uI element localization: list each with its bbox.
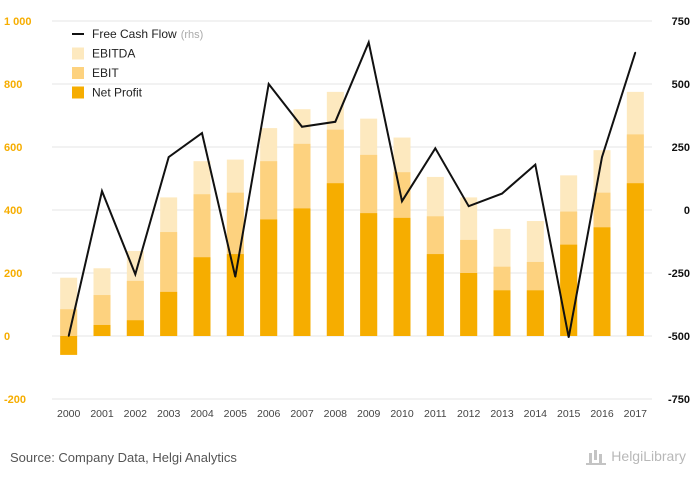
bar-net-profit [60,336,78,355]
legend-swatch-ebit [72,67,84,79]
x-tick-label: 2010 [390,408,414,420]
x-tick-label: 2001 [90,408,114,420]
x-tick-label: 2002 [124,408,148,420]
bar-net-profit [426,254,444,336]
left-tick-label: 1 000 [4,16,32,28]
bar-net-profit [193,257,211,336]
legend-label-ebit: EBIT [92,66,119,80]
bar-net-profit [560,244,578,336]
bar-net-profit [326,183,344,336]
bar-net-profit [93,324,111,336]
legend-swatch-net-profit [72,86,84,99]
bar-net-profit [460,273,478,336]
free-cash-flow-point [167,156,170,158]
x-tick-label: 2011 [424,408,447,420]
library-icon [586,447,607,465]
free-cash-flow-point [467,205,470,208]
left-tick-label: 600 [4,142,22,154]
left-tick-label: 400 [4,205,22,217]
bar-net-profit [293,208,311,336]
right-tick-label: 500 [672,79,690,91]
bar-net-profit [493,290,511,336]
bar-net-profit [226,254,244,336]
legend-label-free-cash-flow: Free Cash Flow [92,27,177,41]
legend-suffix-rhs: (rhs) [181,29,204,41]
x-tick-label: 2014 [524,408,548,420]
x-tick-label: 2009 [357,408,381,420]
bar-net-profit [393,217,411,336]
left-axis: -200 0 200 400 600 800 1 000 [4,16,32,406]
source-note: Source: Company Data, Helgi Analytics [10,450,237,465]
combo-chart: -200 0 200 400 600 800 1 000 -750 -500 -250 0 250 5… [4,16,690,420]
bar-series [60,91,644,355]
free-cash-flow-point [201,132,203,134]
free-cash-flow-point [634,51,637,54]
left-tick-label: 200 [4,268,22,280]
legend-label-net-profit: Net Profit [92,86,143,100]
legend: Free Cash Flow (rhs) EBITDA EBIT Net Profit [72,27,203,100]
right-tick-label: -250 [668,268,690,280]
right-axis: -750 -500 -250 0 250 500 750 [668,16,690,406]
free-cash-flow-point [367,41,370,44]
free-cash-flow-point [134,273,137,276]
x-tick-label: 2005 [224,408,248,420]
legend-swatch-ebitda [72,47,84,60]
free-cash-flow-point [334,121,337,123]
x-tick-label: 2017 [624,408,648,420]
free-cash-flow-point [567,336,570,339]
left-tick-label: 0 [4,331,10,343]
free-cash-flow-point [67,335,70,337]
free-cash-flow-point [301,126,303,128]
bar-net-profit [160,291,178,336]
bar-net-profit [593,227,611,336]
left-tick-label: -200 [4,394,26,406]
bar-net-profit [526,290,544,336]
right-tick-label: 0 [684,205,690,217]
right-tick-label: 750 [672,16,690,28]
free-cash-flow-point [434,147,437,150]
x-tick-label: 2007 [290,408,314,420]
free-cash-flow-point [501,192,503,195]
line-series [67,39,637,339]
free-cash-flow-point [601,156,603,158]
right-tick-label: -500 [668,331,690,343]
right-tick-label: 250 [672,142,690,154]
free-cash-flow-point [534,163,537,166]
x-tick-label: 2004 [190,408,214,420]
helgi-library-logo: HelgiLibrary [586,447,686,465]
free-cash-flow-point [101,190,103,192]
free-cash-flow-point [267,83,270,85]
free-cash-flow-line [67,39,637,338]
legend-label-ebitda: EBITDA [92,47,135,61]
x-tick-label: 2012 [457,408,481,420]
left-tick-label: 800 [4,79,22,91]
free-cash-flow-point [401,200,403,202]
x-tick-label: 2016 [590,408,614,420]
x-tick-label: 2000 [57,408,81,420]
bar-net-profit [626,183,644,336]
bar-net-profit [360,213,378,336]
bar-net-profit [126,320,144,336]
bar-net-profit [260,219,278,336]
x-tick-label: 2015 [557,408,581,420]
x-tick-label: 2003 [157,408,181,420]
x-tick-label: 2013 [490,408,514,420]
logo-text: HelgiLibrary [611,448,686,464]
right-tick-label: -750 [668,394,690,406]
x-axis: 2000 2001 2002 2003 2004 2005 2006 2007 2008 2009… [57,408,647,420]
x-tick-label: 2008 [324,408,348,420]
free-cash-flow-point [234,275,237,278]
x-tick-label: 2006 [257,408,281,420]
